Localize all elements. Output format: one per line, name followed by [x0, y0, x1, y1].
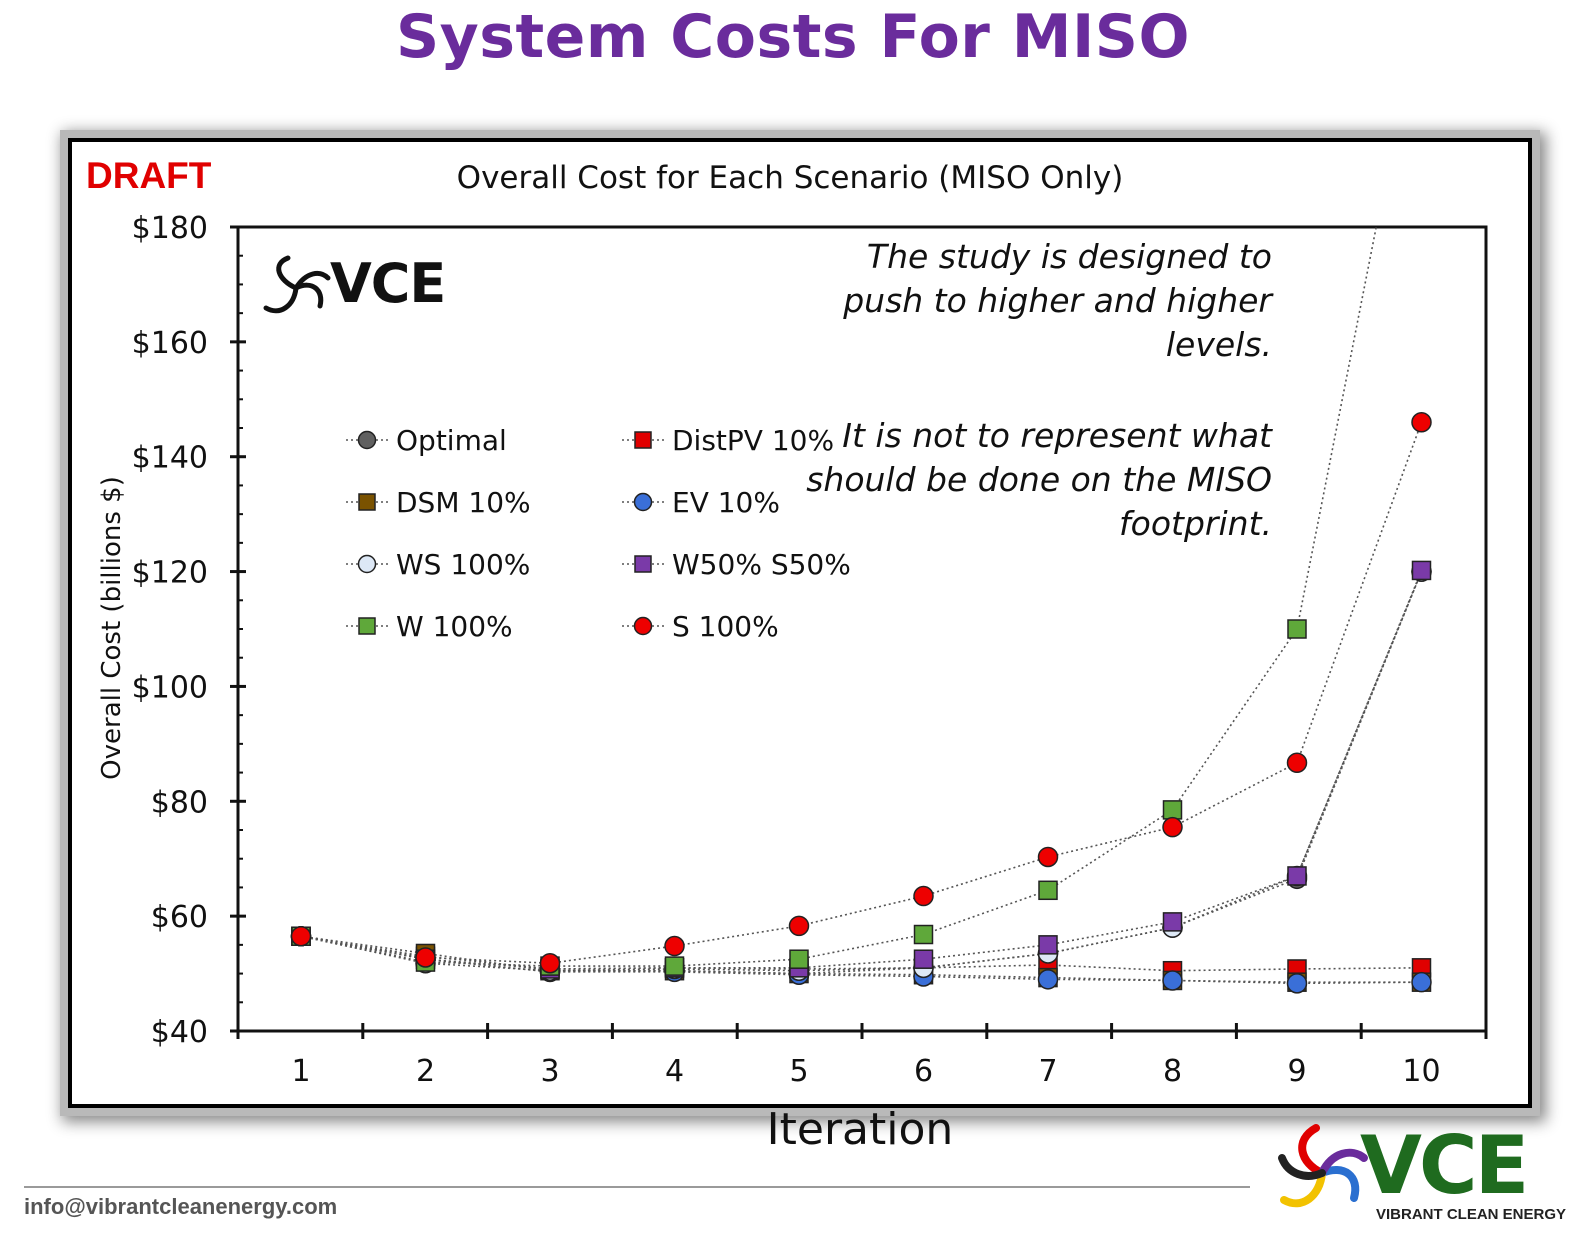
legend-swatch	[346, 493, 388, 511]
legend-swatch	[622, 555, 664, 573]
legend-swatch	[346, 430, 388, 450]
footer-divider	[24, 1186, 1250, 1188]
legend-label: DSM 10%	[396, 485, 531, 519]
x-tick-label: 2	[416, 1054, 435, 1089]
data-point	[1162, 970, 1183, 991]
legend-item: W50% S50%	[620, 547, 851, 581]
legend-label: EV 10%	[672, 485, 780, 519]
x-tick-label: 9	[1287, 1054, 1306, 1089]
logo-text: VCE	[1360, 1119, 1529, 1212]
legend-label: DistPV 10%	[672, 423, 835, 457]
x-tick-label: 7	[1038, 1054, 1057, 1089]
data-point	[1038, 880, 1058, 901]
data-point	[913, 949, 934, 969]
data-point	[1413, 0, 1431, 6]
data-point	[1286, 752, 1308, 774]
y-tick-label: $160	[132, 326, 208, 361]
swirl-logo-icon	[1278, 1124, 1368, 1208]
x-tick-label: 5	[789, 1054, 808, 1089]
y-tick-label: $120	[132, 556, 208, 591]
legend-item: DSM 10%	[344, 485, 531, 519]
data-point	[1287, 866, 1307, 886]
legend-label: W 100%	[396, 609, 513, 643]
logo-subtitle: VIBRANT CLEAN ENERGY	[1376, 1206, 1567, 1223]
data-point	[664, 956, 685, 976]
y-tick-label: $100	[132, 670, 208, 705]
y-axis-label: Overall Cost (billions $)	[97, 476, 127, 780]
series-line	[300, 935, 1422, 983]
legend-label: WS 100%	[396, 547, 531, 581]
legend-swatch	[346, 617, 388, 635]
x-axis-label: Iteration	[766, 1104, 954, 1155]
inline-vce-logo: VCE	[258, 250, 458, 326]
data-point	[1411, 971, 1432, 993]
x-tick-label: 4	[665, 1054, 684, 1089]
data-point	[1286, 973, 1308, 994]
swirl-icon	[263, 255, 331, 314]
x-tick-label: 1	[291, 1054, 310, 1089]
y-tick-label: $140	[132, 441, 208, 476]
data-point	[1162, 816, 1183, 838]
legend-swatch	[622, 616, 664, 636]
y-tick-label: $180	[132, 211, 208, 246]
note-not-representative: It is not to represent what should be do…	[806, 416, 1272, 543]
y-tick-label: $40	[151, 1015, 208, 1050]
legend-item: EV 10%	[620, 485, 780, 519]
legend-item: W 100%	[344, 609, 513, 643]
legend-label: S 100%	[672, 609, 779, 643]
data-point	[1162, 800, 1183, 820]
legend-label: W50% S50%	[672, 547, 851, 581]
data-point	[539, 952, 561, 974]
slide-title: System Costs For MISO	[395, 2, 1191, 72]
legend-item: DistPV 10%	[620, 423, 834, 457]
series-line	[300, 935, 1422, 985]
legend-swatch	[622, 431, 664, 449]
x-tick-label: 6	[914, 1054, 933, 1089]
legend-item: WS 100%	[344, 547, 530, 581]
series-line	[300, 571, 1423, 972]
legend-label: Optimal	[396, 423, 507, 457]
data-point	[1411, 412, 1432, 433]
footer-email: info@vibrantcleanenergy.com	[24, 1194, 338, 1219]
data-point	[1037, 846, 1059, 868]
x-tick-label: 10	[1402, 1054, 1440, 1089]
data-point	[1411, 560, 1432, 581]
data-point	[1162, 912, 1183, 932]
legend-swatch	[346, 554, 388, 574]
chart-title: Overall Cost for Each Scenario (MISO Onl…	[456, 160, 1124, 196]
x-tick-label: 3	[540, 1054, 559, 1089]
inline-logo-text: VCE	[330, 252, 446, 315]
vce-logo: VCE VIBRANT CLEAN ENERGY	[1272, 1118, 1566, 1230]
data-point	[1038, 935, 1058, 955]
y-tick-label: $60	[151, 900, 208, 935]
data-point	[290, 925, 312, 947]
legend-item: Optimal	[344, 423, 507, 457]
draft-label: DRAFT	[86, 155, 212, 196]
x-tick-label: 8	[1163, 1054, 1182, 1089]
data-point	[913, 885, 934, 907]
data-point	[415, 947, 436, 968]
data-point	[1037, 969, 1059, 990]
data-point	[913, 924, 934, 945]
data-point	[788, 915, 810, 937]
data-point	[1287, 619, 1307, 639]
y-tick-label: $80	[151, 785, 208, 820]
note-study-design: The study is designed to push to higher …	[843, 237, 1272, 364]
series-line	[300, 421, 1423, 965]
legend-item: S 100%	[620, 609, 779, 643]
series-line	[300, 935, 1422, 972]
legend-swatch	[622, 492, 664, 512]
data-point	[664, 935, 685, 957]
data-point	[789, 949, 809, 969]
